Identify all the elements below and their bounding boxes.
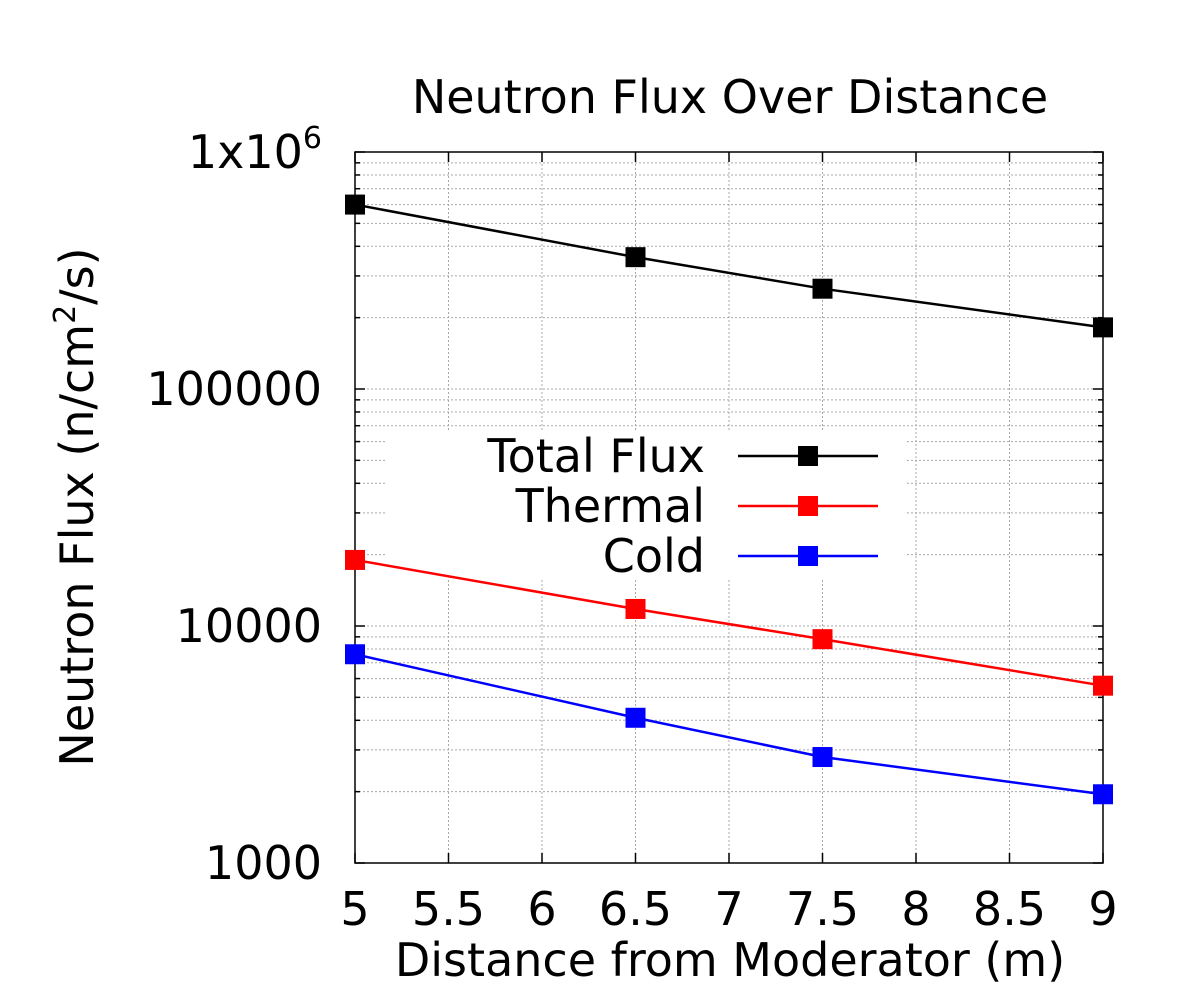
data-point (812, 747, 833, 768)
y-axis-label-main: Neutron Flux (n/cm (50, 324, 104, 767)
series-line (354, 653, 1104, 796)
data-point (345, 549, 365, 570)
y-axis-label-tail: /s) (50, 247, 104, 304)
x-axis-label: Distance from Moderator (m) (395, 933, 1065, 987)
y-tick-label: 10000 (176, 599, 322, 653)
legend-marker (798, 546, 818, 566)
y-axis-label: Neutron Flux (n/cm2/s) (48, 247, 104, 766)
x-tick-label: 9 (1088, 882, 1117, 936)
data-series (345, 194, 1113, 805)
data-point (345, 194, 365, 215)
data-point (812, 278, 833, 299)
series-line (354, 203, 1104, 329)
x-tick-label: 5 (340, 882, 369, 936)
chart-title: Neutron Flux Over Distance (412, 70, 1048, 124)
data-point (625, 247, 646, 268)
legend-entry: Cold (603, 529, 878, 583)
data-point (1093, 675, 1113, 696)
data-point (812, 629, 833, 650)
y-axis-label-sup: 2 (48, 305, 83, 324)
legend-marker (798, 446, 818, 466)
legend-label: Thermal (515, 479, 705, 533)
legend-entry: Thermal (515, 479, 878, 533)
data-point (1093, 317, 1113, 338)
x-tick-label: 8 (901, 882, 930, 936)
x-tick-label: 7.5 (786, 882, 859, 936)
data-point (345, 644, 365, 665)
legend-label: Total Flux (486, 429, 705, 483)
series-cold (345, 644, 1113, 805)
x-tick-label: 6 (527, 882, 556, 936)
x-tick-labels: 5 5.5 6 6.5 7 7.5 8 8.5 9 (340, 882, 1117, 936)
x-tick-label: 8.5 (973, 882, 1046, 936)
y-tick-label: 1x106 (188, 121, 322, 179)
series-line (354, 558, 1104, 687)
data-point (625, 707, 646, 728)
series-total-flux (345, 194, 1113, 338)
x-tick-label: 6.5 (599, 882, 672, 936)
legend-label: Cold (603, 529, 705, 583)
data-point (1093, 784, 1113, 805)
legend-entry: Total Flux (486, 429, 878, 483)
y-tick-labels: 1000 10000 100000 1x106 (146, 121, 322, 890)
data-point (625, 598, 646, 619)
legend-marker (798, 496, 818, 516)
x-tick-label: 7 (714, 882, 743, 936)
plot-frame (354, 151, 1104, 864)
x-tick-label: 5.5 (412, 882, 485, 936)
y-tick-label: 100000 (146, 362, 322, 416)
series-thermal (345, 549, 1113, 696)
y-tick-label: 1000 (205, 836, 322, 890)
